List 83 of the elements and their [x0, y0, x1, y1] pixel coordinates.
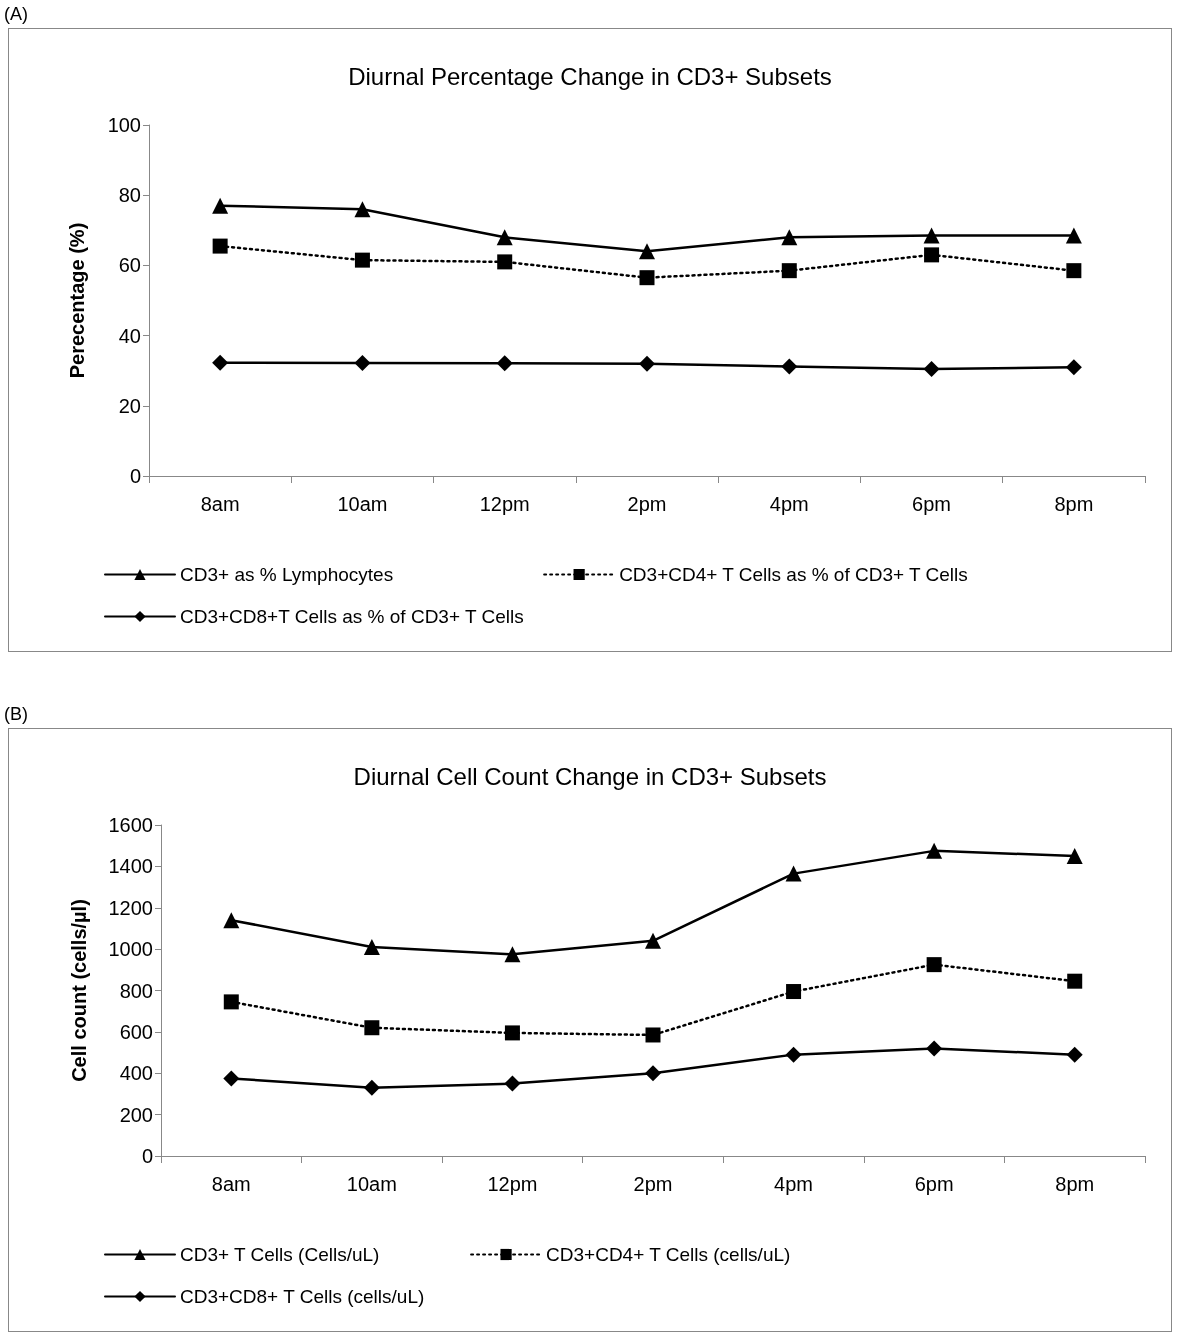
- point: [504, 1075, 521, 1092]
- x-tick-label: 8pm: [1054, 493, 1094, 515]
- y-tick-label: 60: [118, 254, 141, 277]
- x-tick-label: 8am: [211, 1173, 251, 1195]
- point: [923, 360, 940, 377]
- chart-title: Diurnal Cell Count Change in CD3+ Subsets: [353, 762, 827, 790]
- y-tick-label: 1200: [108, 896, 153, 919]
- point: [926, 957, 942, 973]
- x-tick-label: 2pm: [627, 493, 667, 515]
- point: [785, 865, 802, 882]
- x-tick-label: 8am: [200, 493, 240, 515]
- x-tick-label: 6pm: [912, 493, 952, 515]
- y-tick-label: 1000: [108, 938, 153, 961]
- point: [781, 358, 798, 375]
- point: [364, 1020, 380, 1036]
- legend-label: CD3+CD4+ T Cells as % of CD3+ T Cells: [619, 564, 968, 585]
- point: [1067, 973, 1083, 989]
- legend-label: CD3+CD8+T Cells as % of CD3+ T Cells: [180, 606, 524, 627]
- point: [212, 197, 229, 214]
- point: [223, 1070, 240, 1087]
- y-tick-label: 0: [141, 1145, 153, 1167]
- point: [926, 842, 943, 859]
- point: [496, 229, 513, 246]
- point: [1065, 359, 1082, 376]
- x-tick-label: 4pm: [769, 493, 809, 515]
- text: (A): [4, 4, 28, 25]
- x-tick-label: 6pm: [914, 1173, 954, 1195]
- point: [639, 355, 655, 372]
- point: [354, 354, 371, 371]
- text: (B): [4, 704, 28, 725]
- y-axis-title: Cell count (cells/µl): [68, 899, 90, 1082]
- point: [785, 1046, 802, 1063]
- legend-label: CD3+CD4+ T Cells (cells/uL): [546, 1244, 791, 1265]
- chart-title: Diurnal Percentage Change in CD3+ Subsets: [348, 62, 832, 90]
- y-tick-label: 100: [107, 114, 141, 136]
- point: [645, 932, 661, 949]
- point: [1065, 227, 1082, 244]
- point: [504, 1025, 520, 1041]
- point: [639, 270, 655, 286]
- point: [354, 252, 370, 268]
- point: [781, 263, 797, 279]
- y-tick-label: 200: [119, 1103, 153, 1126]
- point: [212, 354, 229, 371]
- point: [926, 1040, 943, 1057]
- point: [645, 1065, 661, 1082]
- y-tick-label: 0: [129, 465, 141, 487]
- point: [1066, 848, 1083, 865]
- point: [354, 201, 371, 218]
- y-tick-label: 800: [119, 979, 153, 1002]
- y-axis-title: Perecentage (%): [66, 222, 88, 379]
- point: [212, 238, 228, 254]
- x-tick-label: 2pm: [633, 1173, 673, 1195]
- point: [781, 229, 798, 246]
- x-tick-label: 12pm: [479, 493, 530, 515]
- x-tick-label: 12pm: [487, 1173, 538, 1195]
- point: [223, 912, 240, 929]
- point: [496, 355, 513, 372]
- y-tick-label: 80: [118, 184, 141, 207]
- x-tick-label: 4pm: [774, 1173, 814, 1195]
- point: [363, 1079, 380, 1096]
- legend-label: CD3+CD8+ T Cells (cells/uL): [180, 1286, 425, 1307]
- point: [1066, 263, 1082, 279]
- point: [786, 984, 802, 1000]
- y-tick-label: 1600: [108, 814, 153, 836]
- y-tick-label: 20: [118, 394, 141, 417]
- point: [639, 243, 655, 260]
- y-tick-label: 40: [118, 324, 141, 347]
- point: [504, 946, 521, 963]
- x-tick-label: 10am: [346, 1173, 397, 1195]
- point: [223, 994, 239, 1010]
- point: [363, 939, 380, 956]
- x-tick-label: 8pm: [1055, 1173, 1095, 1195]
- point: [497, 254, 513, 270]
- point: [645, 1027, 661, 1043]
- legend-label: CD3+ as % Lymphocytes: [180, 564, 394, 585]
- x-tick-label: 10am: [337, 493, 388, 515]
- point: [923, 227, 940, 244]
- y-tick-label: 1400: [108, 855, 153, 878]
- point: [924, 247, 940, 263]
- legend-label: CD3+ T Cells (Cells/uL): [180, 1244, 380, 1265]
- y-tick-label: 400: [119, 1062, 153, 1085]
- point: [1066, 1046, 1083, 1063]
- y-tick-label: 600: [119, 1020, 153, 1043]
